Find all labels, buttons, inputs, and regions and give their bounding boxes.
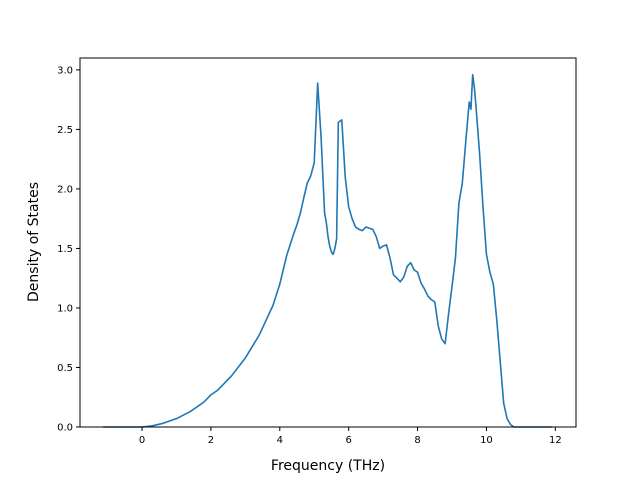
y-tick-label: 0.5 <box>57 363 73 374</box>
x-tick-label: 12 <box>549 435 562 446</box>
plot-frame <box>79 57 577 428</box>
series-line <box>102 73 553 428</box>
x-tick-label: 6 <box>345 435 351 446</box>
y-axis: 0.0 0.5 1.0 1.5 2.0 2.5 3.0 <box>57 65 80 434</box>
x-tick-label: 8 <box>414 435 420 446</box>
x-axis-label: Frequency (THz) <box>271 458 385 474</box>
y-tick-label: 2.5 <box>57 125 73 136</box>
y-tick-label: 1.5 <box>57 244 73 255</box>
plot-area <box>102 73 553 428</box>
x-tick-label: 2 <box>208 435 214 446</box>
x-tick-label: 4 <box>277 435 283 446</box>
y-tick-label: 3.0 <box>57 65 73 76</box>
x-tick-label: 0 <box>139 435 145 446</box>
y-axis-label: Density of States <box>26 182 42 302</box>
y-tick-label: 1.0 <box>57 303 73 314</box>
x-axis: 0 2 4 6 8 10 12 <box>139 427 562 446</box>
y-tick-label: 2.0 <box>57 184 73 195</box>
x-tick-label: 10 <box>480 435 493 446</box>
y-tick-label: 0.0 <box>57 423 73 434</box>
